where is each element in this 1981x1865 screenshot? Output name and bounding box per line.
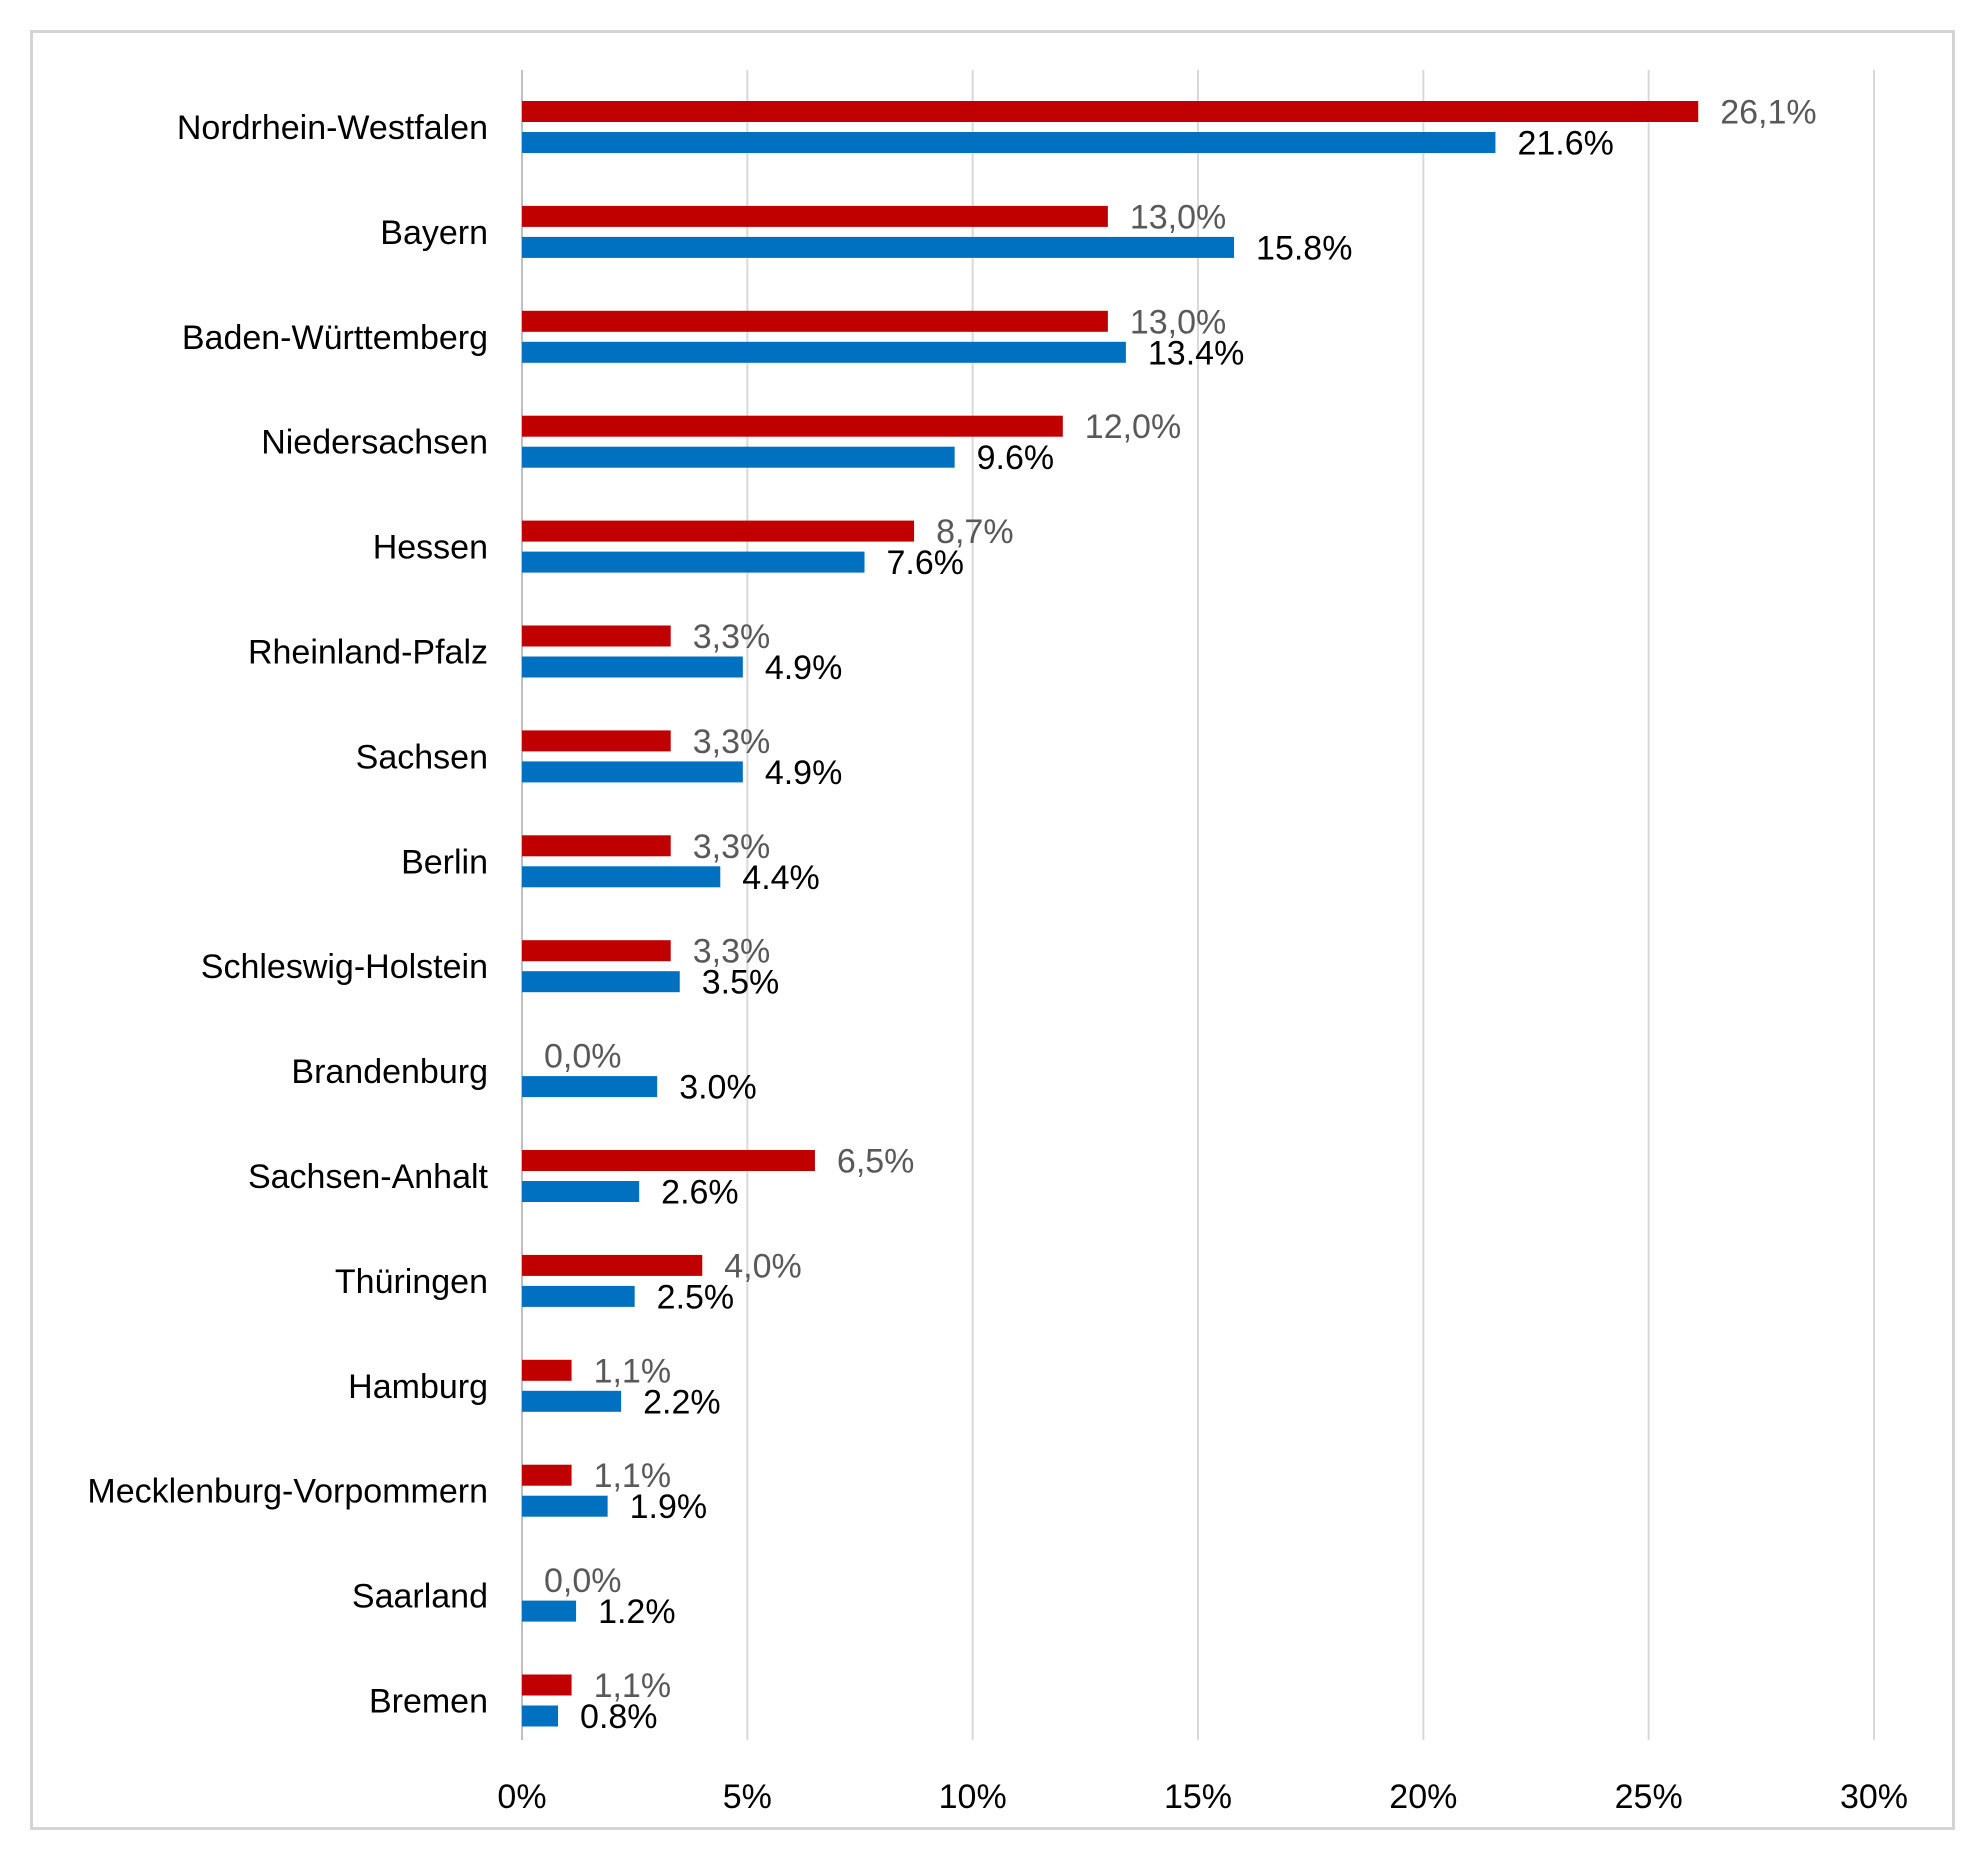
data-label-series-2: 1.9%	[630, 1488, 708, 1526]
data-label-series-1: 12,0%	[1085, 408, 1181, 446]
bar-series-1	[522, 1464, 572, 1486]
bar-series-2	[522, 761, 743, 783]
bar-series-2	[522, 446, 955, 468]
data-label-series-1: 13,0%	[1130, 198, 1226, 236]
x-tick-label: 25%	[1615, 1778, 1683, 1816]
data-label-series-1: 0,0%	[544, 1562, 622, 1600]
bar-series-2	[522, 971, 680, 993]
category-label: Hamburg	[348, 1368, 488, 1406]
x-tick-label: 20%	[1389, 1778, 1457, 1816]
data-label-series-2: 21.6%	[1517, 125, 1613, 163]
bars	[522, 101, 1699, 1727]
data-label-series-1: 1,1%	[594, 1667, 672, 1705]
x-tick-label: 15%	[1164, 1778, 1232, 1816]
data-label-series-1: 1,1%	[594, 1352, 672, 1390]
data-label-series-1: 1,1%	[594, 1457, 672, 1495]
data-label-series-1: 3,3%	[693, 933, 771, 971]
bar-series-1	[522, 310, 1108, 332]
category-label: Sachsen	[356, 738, 488, 776]
category-label: Baden-Württemberg	[182, 319, 488, 357]
bar-series-1	[522, 625, 671, 647]
category-labels: Nordrhein-Westfalen Bayern Baden-Württembe…	[87, 109, 488, 1721]
data-label-series-1: 3,3%	[693, 723, 771, 761]
data-label-series-1: 26,1%	[1720, 94, 1816, 132]
bar-series-2	[522, 1181, 640, 1202]
data-label-series-2: 13.4%	[1148, 334, 1244, 372]
data-label-series-1: 13,0%	[1130, 303, 1226, 341]
data-label-series-1: 3,3%	[693, 618, 771, 656]
data-label-series-2: 4.4%	[742, 859, 820, 897]
bar-series-2	[522, 341, 1126, 363]
data-label-series-2: 7.6%	[887, 544, 965, 582]
bar-series-1	[522, 415, 1063, 437]
data-label-series-2: 9.6%	[977, 439, 1055, 477]
bar-series-2	[522, 656, 743, 678]
category-label: Brandenburg	[291, 1053, 488, 1091]
category-label: Nordrhein-Westfalen	[177, 109, 488, 147]
bar-series-2	[522, 1705, 559, 1727]
category-label: Hessen	[373, 529, 488, 567]
bar-series-2	[522, 1600, 577, 1622]
bar-series-1	[522, 940, 671, 962]
data-label-series-2: 3.5%	[702, 964, 780, 1002]
data-labels: 26,1%21.6%13,0%15.8%13,0%13.4%12,0%9.6%8…	[544, 94, 1817, 1737]
data-label-series-2: 2.6%	[661, 1174, 739, 1212]
data-label-series-1: 3,3%	[693, 828, 771, 866]
bar-series-2	[522, 1390, 622, 1412]
bar-series-2	[522, 1076, 658, 1098]
data-label-series-2: 4.9%	[765, 754, 843, 792]
bar-series-2	[522, 236, 1235, 258]
bar-series-2	[522, 1495, 608, 1517]
category-label: Sachsen-Anhalt	[248, 1158, 489, 1196]
data-label-series-2: 1.2%	[598, 1593, 676, 1631]
bar-series-1	[522, 1150, 815, 1171]
bar-series-1	[522, 520, 915, 542]
category-label: Schleswig-Holstein	[201, 948, 488, 986]
bar-series-2	[522, 1285, 635, 1307]
data-label-series-2: 4.9%	[765, 649, 843, 687]
category-label: Bayern	[380, 214, 488, 252]
category-label: Niedersachsen	[261, 424, 488, 462]
category-label: Rheinland-Pfalz	[248, 634, 488, 672]
bar-series-2	[522, 132, 1496, 153]
data-label-series-2: 3.0%	[679, 1069, 757, 1107]
category-label: Berlin	[401, 843, 488, 881]
data-label-series-2: 0.8%	[580, 1698, 658, 1736]
bar-series-1	[522, 1674, 572, 1696]
category-label: Saarland	[352, 1578, 488, 1616]
x-tick-label: 5%	[723, 1778, 772, 1816]
category-label: Bremen	[369, 1683, 488, 1721]
data-label-series-2: 2.5%	[657, 1278, 735, 1316]
x-tick-label: 10%	[939, 1778, 1007, 1816]
x-axis-tick-labels: 0% 5% 10% 15% 20% 25% 30%	[497, 1778, 1908, 1816]
data-label-series-2: 2.2%	[643, 1383, 721, 1421]
data-label-series-1: 0,0%	[544, 1038, 622, 1076]
x-tick-label: 0%	[497, 1778, 546, 1816]
bar-series-2	[522, 551, 865, 573]
x-tick-label: 30%	[1840, 1778, 1908, 1816]
bar-series-1	[522, 101, 1699, 122]
data-label-series-2: 15.8%	[1256, 229, 1352, 267]
bar-series-1	[522, 1359, 572, 1381]
data-label-series-1: 8,7%	[936, 513, 1014, 551]
bar-series-2	[522, 866, 721, 888]
data-label-series-1: 4,0%	[724, 1247, 802, 1285]
bar-series-1	[522, 1254, 703, 1276]
bar-series-1	[522, 205, 1108, 227]
data-label-series-1: 6,5%	[837, 1143, 915, 1181]
bar-series-1	[522, 730, 671, 752]
category-label: Mecklenburg-Vorpommern	[87, 1473, 488, 1511]
bar-series-1	[522, 835, 671, 857]
category-label: Thüringen	[335, 1263, 488, 1301]
